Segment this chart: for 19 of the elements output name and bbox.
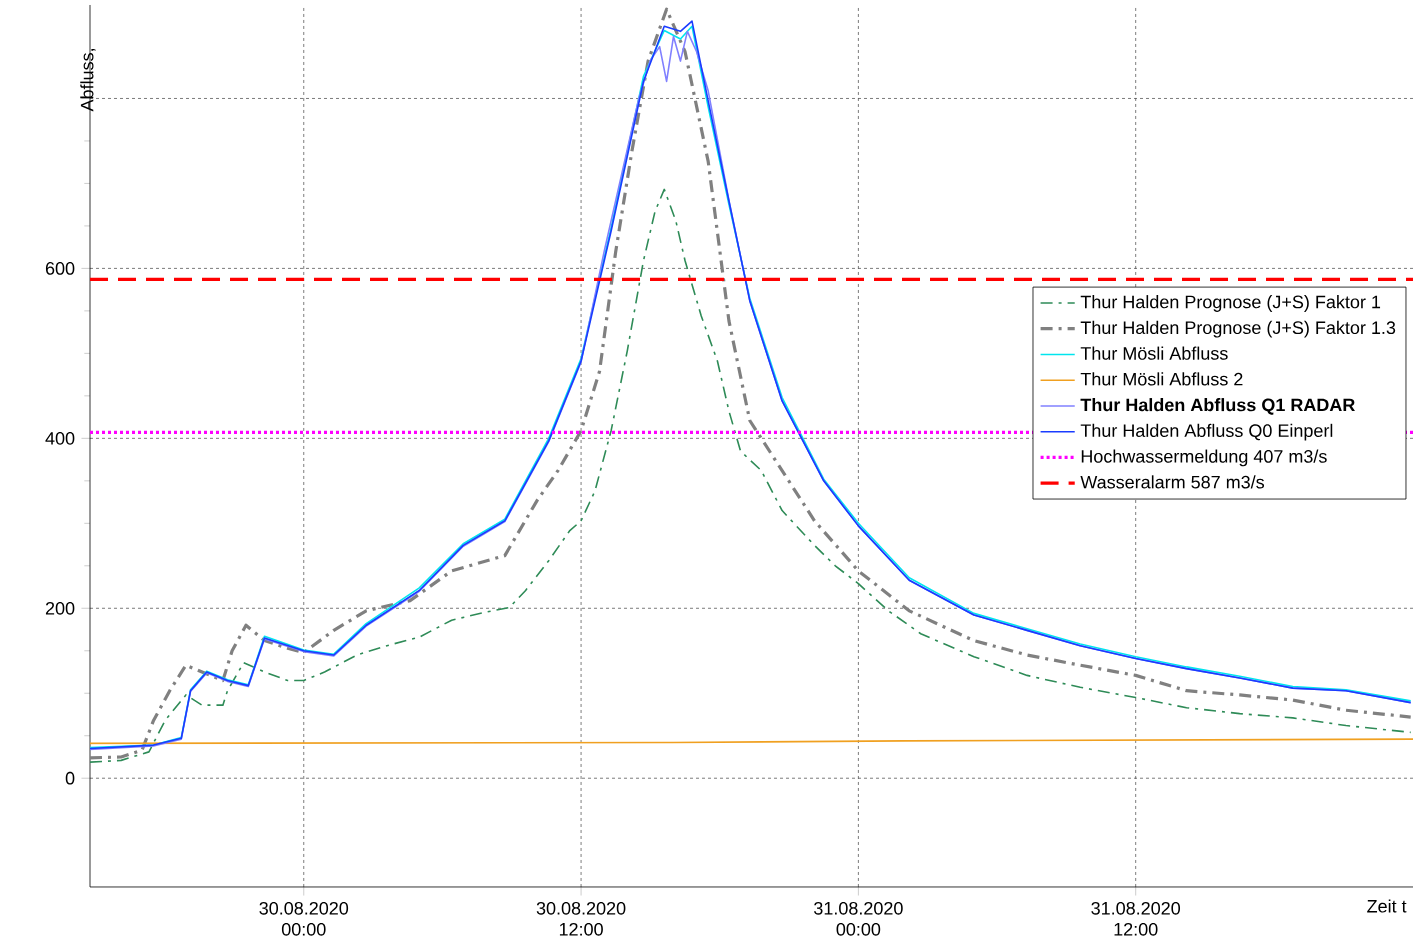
legend-label: Wasseralarm 587 m3/s [1080,475,1265,489]
y-tick-label: 400 [45,431,75,445]
y-tick-label: 600 [45,262,75,275]
y-tick-label: 0 [65,771,75,785]
line-series [90,188,1412,763]
x-tick-label: 31.08.2020 00:00 [814,901,903,936]
legend-label: Thur Halden Prognose (J+S) Faktor 1.3 [1080,320,1396,338]
x-tick-label: 30.08.2020 00:00 [259,901,349,936]
legend-label: Thur Halden Abfluss Q1 RADAR [1080,398,1355,415]
legend-label: Thur Mösli Abfluss [1080,346,1228,360]
legend-label: Hochwassermeldung 407 m3/s [1081,449,1327,467]
legend-label: Thur Mösli Abfluss 2 [1080,372,1243,386]
y-tick-label: 200 [45,601,75,615]
x-axis-title: Zeit t [1367,899,1407,913]
legend-label: Thur Halden Prognose (J+S) Faktor 1 [1080,295,1381,312]
legend-label: Thur Halden Abfluss Q0 Einperl [1080,423,1333,441]
x-tick-label: 30.08.2020 12:00 [536,901,626,936]
y-axis-title: Abfluss, [80,49,96,112]
x-tick-label: 31.08.2020 12:00 [1091,901,1181,936]
